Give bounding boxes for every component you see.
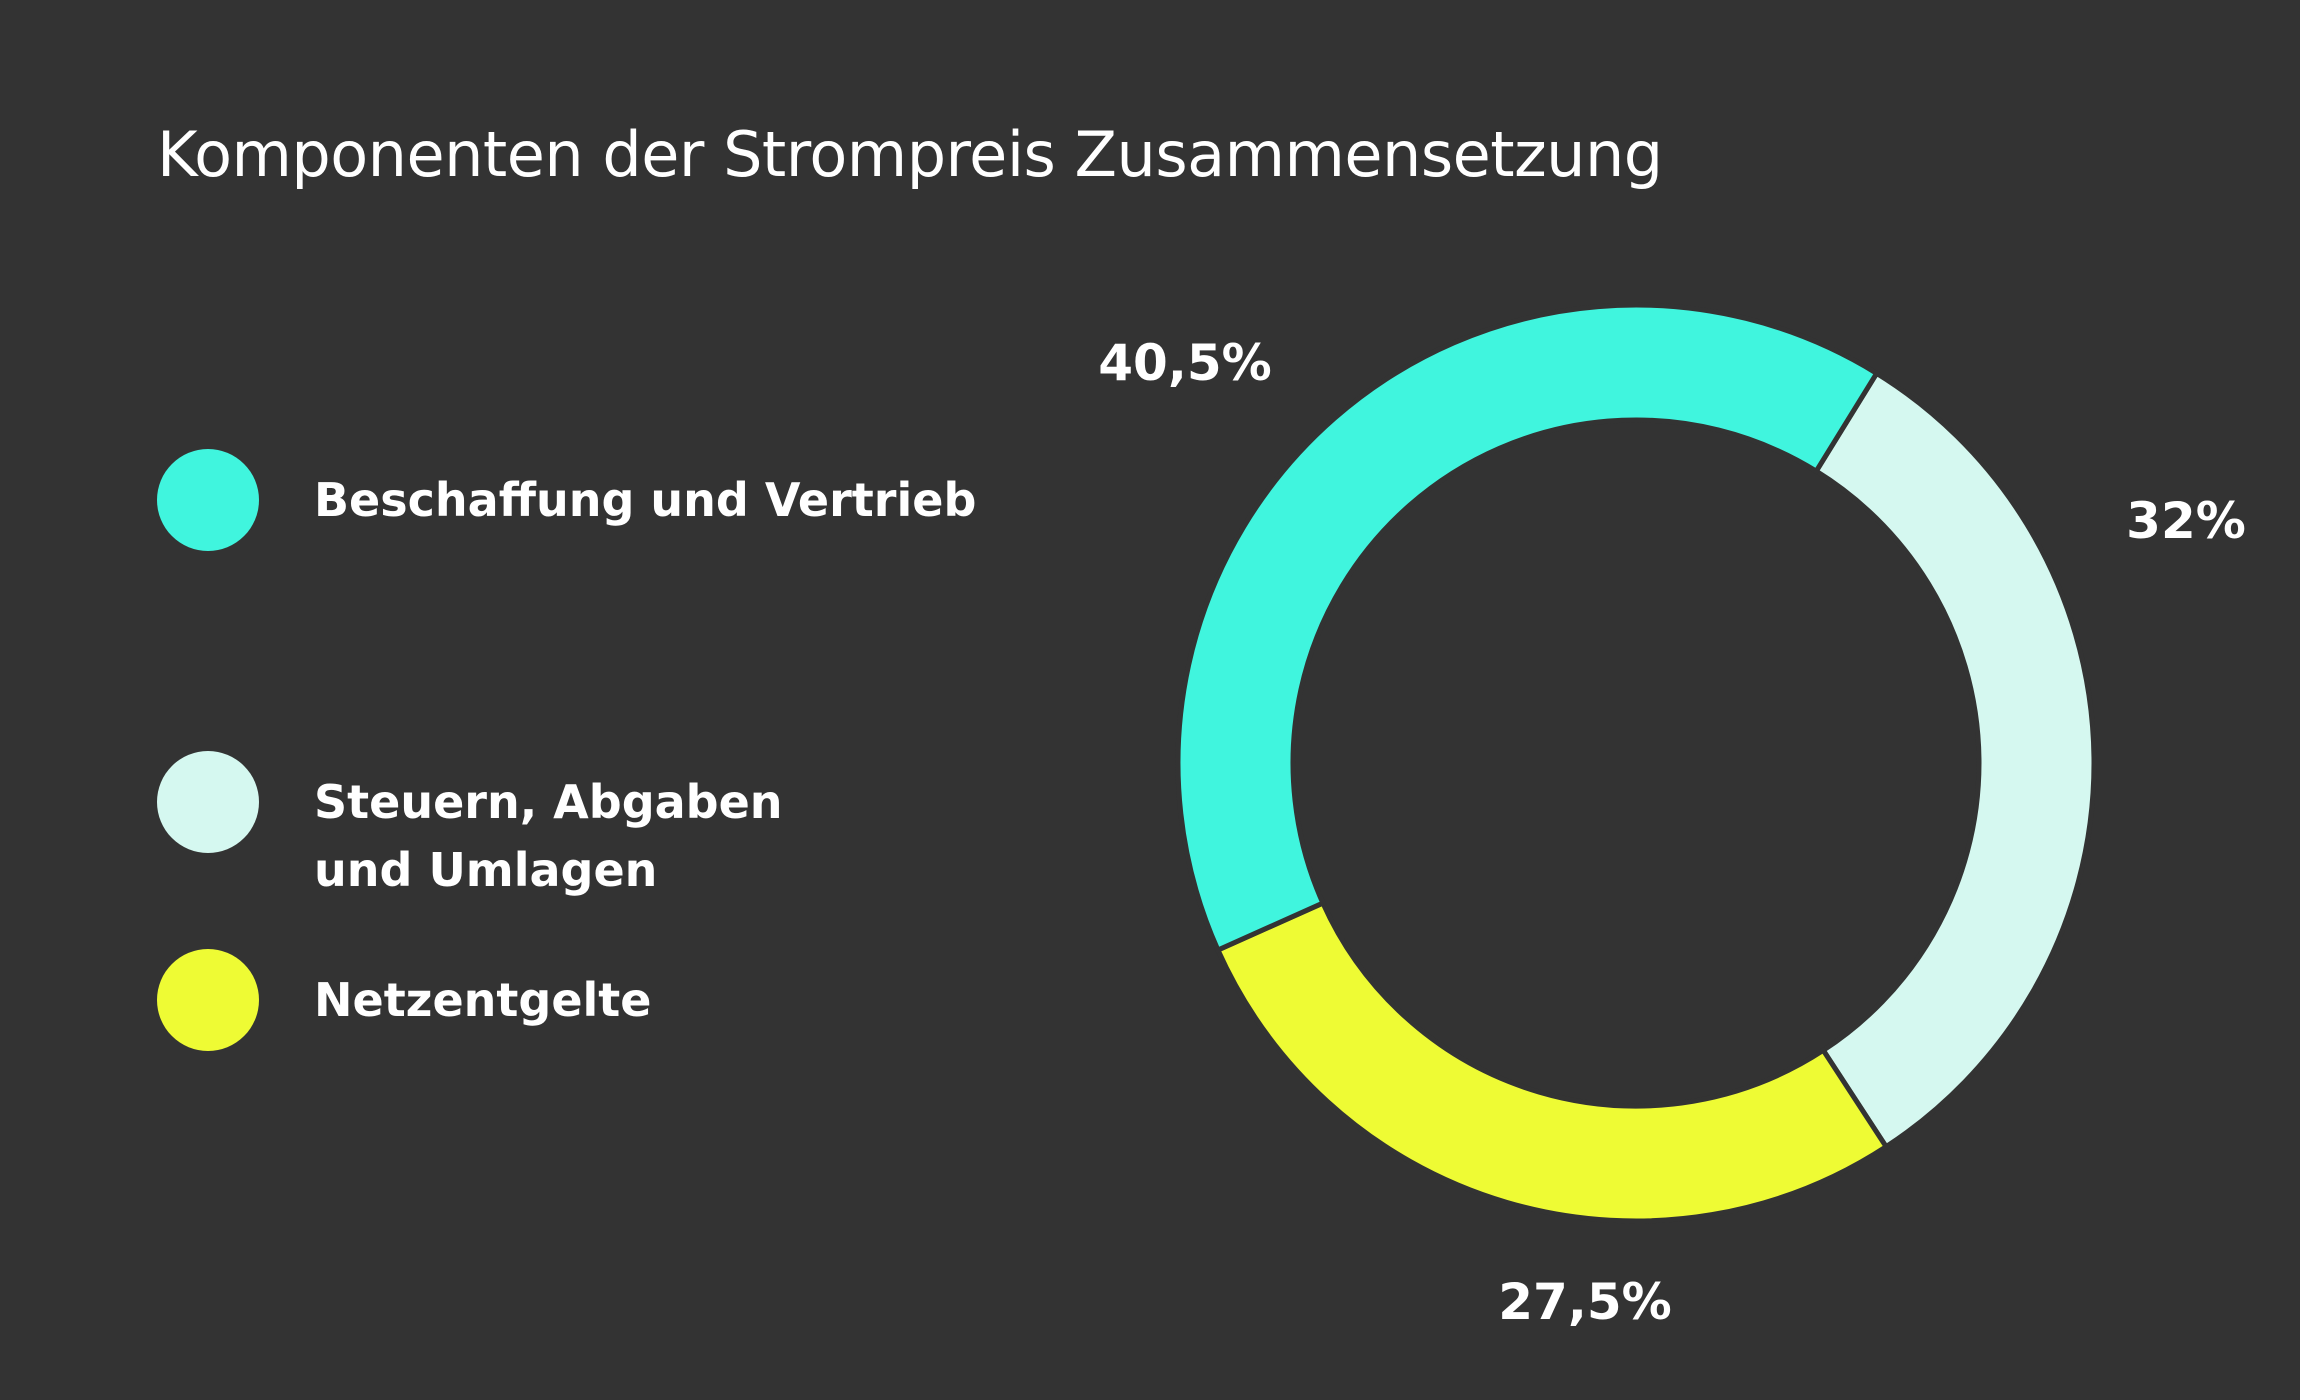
legend-item-netzentgelte: Netzentgelte bbox=[157, 949, 651, 1051]
legend-label: Steuern, Abgaben und Umlagen bbox=[314, 775, 783, 897]
legend-item-beschaffung: Beschaffung und Vertrieb bbox=[157, 449, 976, 551]
chart-title: Komponenten der Strompreis Zusammensetzu… bbox=[157, 118, 1663, 191]
legend-swatch-netzentgelte bbox=[157, 949, 259, 1051]
value-label-netzentgelte: 27,5% bbox=[1498, 1273, 1671, 1331]
legend-swatch-beschaffung bbox=[157, 449, 259, 551]
legend-label: Netzentgelte bbox=[314, 973, 652, 1027]
value-label-beschaffung: 40,5% bbox=[1098, 334, 1271, 392]
legend-item-steuern: Steuern, Abgaben und Umlagen bbox=[157, 700, 783, 904]
legend-label: Beschaffung und Vertrieb bbox=[314, 473, 977, 527]
donut-slice-0 bbox=[1175, 302, 1881, 954]
value-label-steuern: 32% bbox=[2126, 492, 2246, 550]
donut-slice-1 bbox=[1812, 369, 2097, 1151]
donut-slice-2 bbox=[1214, 899, 1890, 1224]
legend-swatch-steuern bbox=[157, 751, 259, 853]
